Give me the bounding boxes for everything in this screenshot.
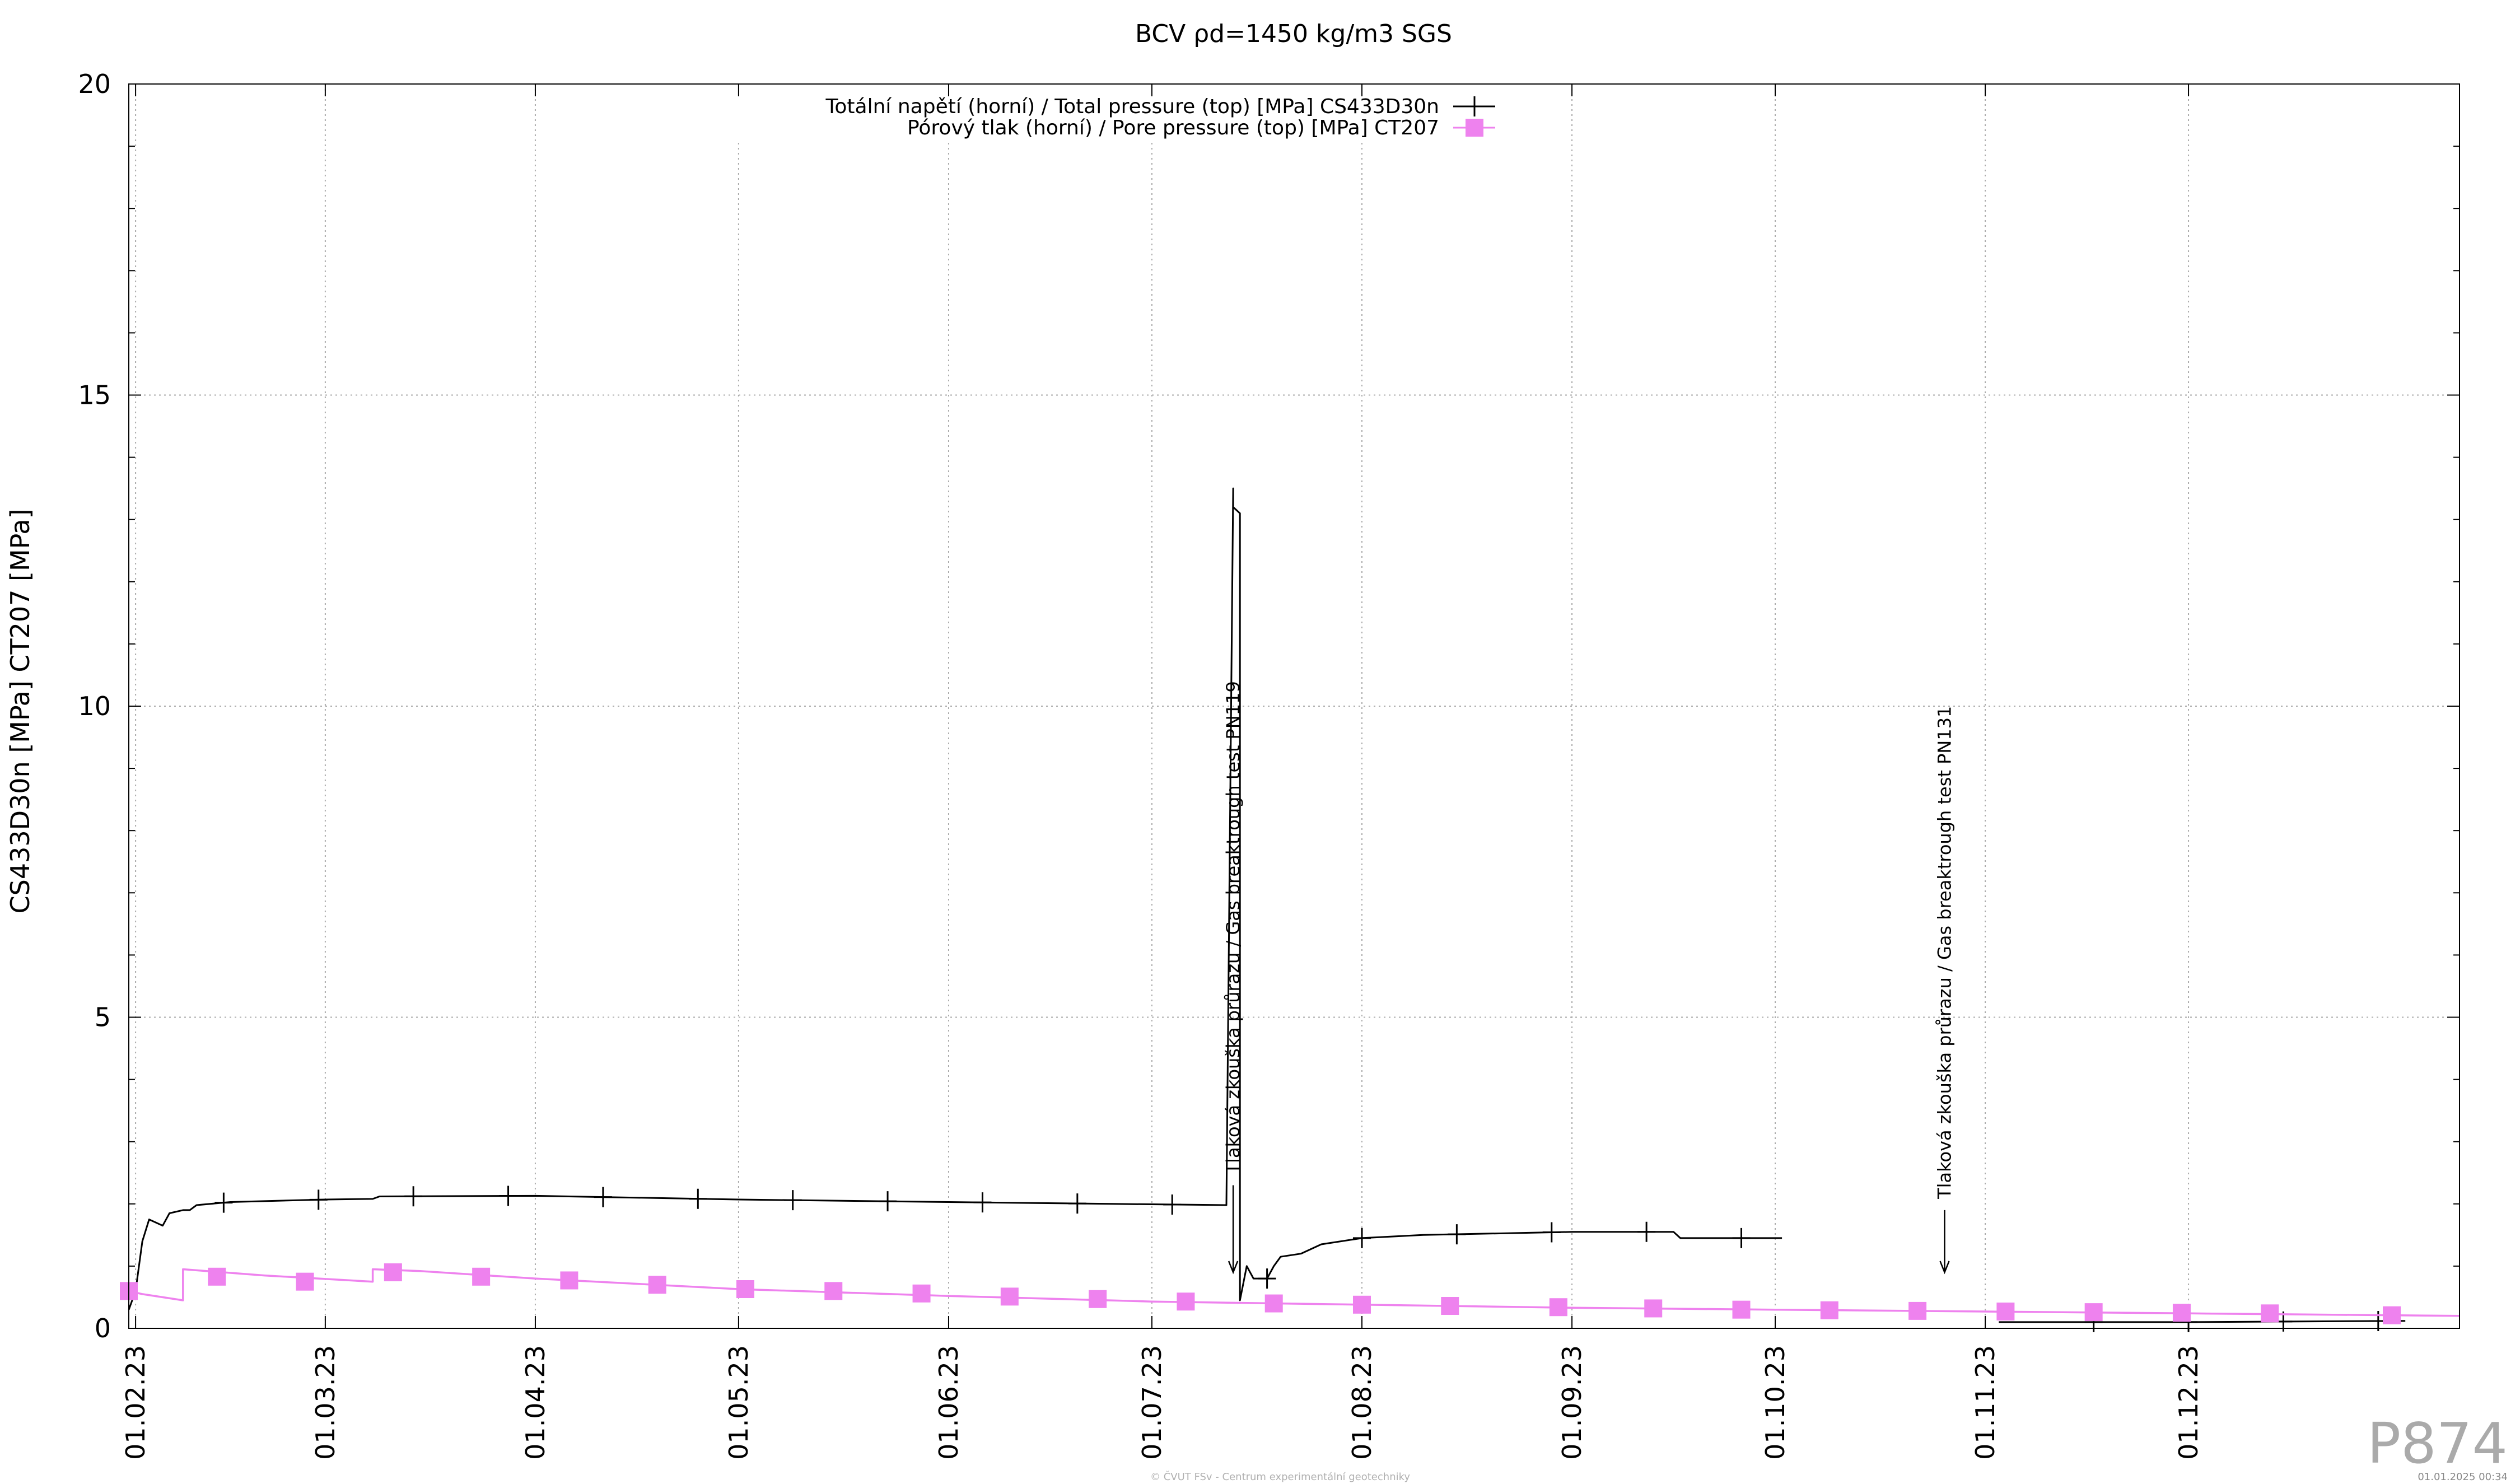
y-tick-label: 5: [95, 1002, 111, 1033]
x-tick-label: 01.02.23: [120, 1345, 151, 1460]
series-marker: [214, 1192, 233, 1213]
series-marker: [2084, 1303, 2103, 1322]
series-marker: [1352, 1228, 1371, 1248]
x-tick-label: 01.07.23: [1137, 1345, 1167, 1460]
legend-label: Totální napětí (horní) / Total pressure …: [825, 95, 1440, 118]
series-marker: [1732, 1228, 1751, 1248]
series-marker: [1068, 1193, 1086, 1214]
series-marker: [594, 1187, 612, 1207]
annotation-text: Tlaková zkouška průrazu / Gas breaktroug…: [1934, 706, 1955, 1200]
series-marker: [1177, 1292, 1195, 1311]
x-tick-label: 01.08.23: [1347, 1345, 1377, 1460]
series-marker: [472, 1267, 491, 1286]
series-marker: [736, 1280, 754, 1299]
y-axis-label: CS433D30n [MPa] CT207 [MPa]: [5, 509, 35, 914]
series-marker: [824, 1282, 843, 1300]
plot-frame: [128, 83, 2460, 1329]
series-marker: [1732, 1300, 1751, 1319]
grid: [129, 84, 2460, 1328]
x-tick-label: 01.06.23: [934, 1345, 964, 1460]
series-marker: [560, 1271, 578, 1290]
series-marker: [1264, 1294, 1283, 1313]
series-marker: [1448, 1224, 1466, 1245]
series-marker: [2383, 1306, 2401, 1324]
series-marker: [208, 1267, 226, 1286]
series-marker: [1542, 1222, 1561, 1243]
series-marker: [1637, 1221, 1656, 1242]
y-tick-label: 0: [95, 1313, 111, 1343]
legend-marker: [1465, 96, 1484, 116]
series-marker: [648, 1276, 666, 1294]
series-marker: [1000, 1287, 1019, 1306]
footer-right: 01.01.2025 00:34: [2418, 1471, 2508, 1483]
y-axis: 0 5 10 15 20: [78, 69, 2460, 1343]
x-tick-label: 01.05.23: [724, 1345, 754, 1460]
x-tick-label: 01.09.23: [1557, 1345, 1587, 1460]
series-marker: [1549, 1298, 1567, 1317]
y-tick-label: 10: [78, 691, 111, 721]
series-marker: [1352, 1295, 1371, 1314]
series-marker: [2172, 1304, 2191, 1322]
series-marker: [879, 1191, 897, 1212]
watermark-id: P874: [2367, 1411, 2508, 1476]
series-marker: [2261, 1304, 2279, 1323]
footer-center: © ČVUT FSv - Centrum experimentální geot…: [1150, 1471, 1410, 1483]
x-tick-label: 01.10.23: [1760, 1345, 1790, 1460]
series-area: [120, 487, 2460, 1332]
series-marker: [296, 1272, 314, 1291]
series-marker: [1163, 1194, 1182, 1215]
series-marker: [1441, 1297, 1459, 1315]
series-marker: [912, 1284, 931, 1303]
series-marker: [1089, 1290, 1107, 1308]
series-marker: [404, 1186, 423, 1207]
series-marker: [1644, 1299, 1663, 1318]
annotation-text: Tlaková zkouška průrazu / Gas breaktroug…: [1222, 681, 1244, 1174]
annotation-arrow-head: [1228, 1261, 1239, 1275]
series-marker: [309, 1189, 328, 1210]
x-tick-label: 01.03.23: [310, 1345, 340, 1460]
series-line: [128, 1268, 2460, 1317]
series-marker: [1258, 1268, 1276, 1289]
legend: Totální napětí (horní) / Total pressure …: [825, 95, 1495, 139]
series-pore-pressure: [120, 1263, 2460, 1324]
y-tick-label: 20: [78, 69, 111, 99]
series-marker: [499, 1186, 517, 1206]
series-marker: [973, 1192, 992, 1213]
x-axis: 01.02.23 01.03.23 01.04.23 01.05.23 01.06.23…: [120, 84, 2204, 1460]
annotations: Tlaková zkouška průrazu / Gas breaktroug…: [1222, 681, 1955, 1275]
y-tick-label: 15: [78, 380, 111, 410]
series-marker: [689, 1188, 707, 1209]
x-tick-label: 01.11.23: [1970, 1345, 2000, 1460]
series-marker: [1908, 1301, 1927, 1320]
series-marker: [783, 1190, 802, 1211]
series-marker: [384, 1263, 402, 1282]
legend-label: Pórový tlak (horní) / Pore pressure (top…: [907, 116, 1439, 139]
x-tick-label: 01.04.23: [520, 1345, 550, 1460]
legend-marker: [1466, 119, 1483, 137]
annotation-arrow-head: [1939, 1261, 1950, 1275]
series-marker: [1820, 1301, 1838, 1319]
chart-title: BCV ρd=1450 kg/m3 SGS: [1135, 20, 1452, 48]
series-marker: [1996, 1303, 2015, 1321]
x-tick-label: 01.12.23: [2173, 1345, 2204, 1460]
series-total-pressure: [128, 487, 2406, 1332]
